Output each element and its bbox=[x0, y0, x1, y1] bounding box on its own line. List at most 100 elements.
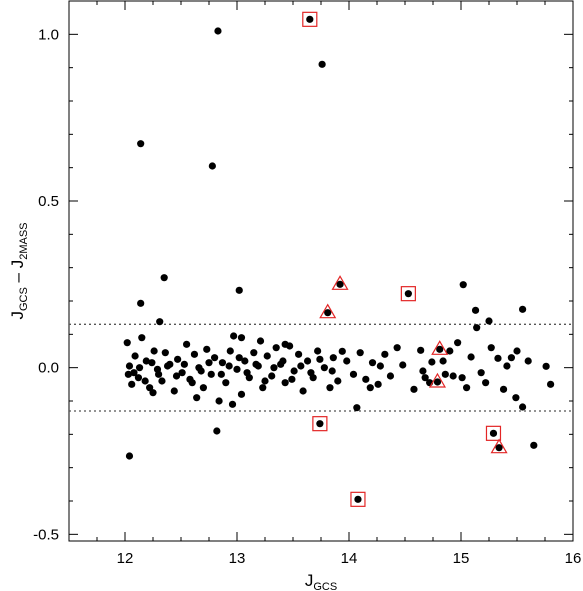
data-point bbox=[495, 444, 503, 452]
data-point bbox=[218, 359, 227, 367]
data-point bbox=[183, 340, 191, 348]
square-marker bbox=[485, 425, 502, 441]
data-point bbox=[203, 345, 211, 353]
data-point bbox=[188, 379, 196, 387]
data-point bbox=[356, 349, 364, 357]
square-marker bbox=[312, 416, 328, 432]
data-point bbox=[307, 369, 315, 377]
data-point bbox=[174, 355, 182, 363]
data-point bbox=[487, 344, 495, 352]
data-point bbox=[338, 347, 346, 355]
data-point bbox=[259, 384, 267, 392]
data-point bbox=[149, 389, 157, 397]
data-point bbox=[241, 357, 249, 365]
data-point bbox=[130, 369, 138, 377]
data-point bbox=[170, 387, 178, 395]
data-point bbox=[306, 15, 314, 23]
x-tick-label: 16 bbox=[565, 550, 582, 567]
data-point bbox=[489, 429, 498, 437]
y-tick-label: 0.0 bbox=[38, 360, 59, 377]
data-point bbox=[230, 332, 238, 340]
data-point bbox=[290, 367, 298, 375]
y-label-text: J bbox=[8, 311, 27, 320]
data-point bbox=[454, 339, 462, 347]
data-point bbox=[197, 367, 205, 375]
data-point bbox=[381, 350, 389, 358]
data-point bbox=[156, 318, 164, 326]
data-point bbox=[477, 369, 485, 377]
data-point bbox=[256, 337, 265, 345]
data-point bbox=[393, 344, 401, 352]
data-point bbox=[482, 379, 490, 387]
data-point bbox=[399, 361, 407, 369]
data-point bbox=[316, 355, 324, 363]
data-point bbox=[148, 359, 156, 367]
data-point bbox=[376, 362, 384, 370]
data-point bbox=[261, 377, 269, 385]
data-point bbox=[362, 375, 370, 383]
data-point bbox=[215, 397, 223, 405]
x-tick-label: 12 bbox=[117, 550, 134, 567]
data-point bbox=[150, 347, 158, 355]
data-point bbox=[235, 286, 243, 294]
data-point bbox=[316, 420, 324, 428]
data-point bbox=[125, 452, 134, 460]
data-point bbox=[178, 369, 186, 377]
data-point bbox=[386, 372, 395, 380]
data-point bbox=[299, 387, 307, 395]
data-point bbox=[471, 306, 480, 314]
data-point bbox=[295, 350, 303, 358]
data-point bbox=[374, 380, 382, 388]
plot-frame bbox=[68, 0, 574, 542]
triangle-marker bbox=[490, 438, 508, 454]
data-point bbox=[288, 375, 296, 383]
data-point bbox=[494, 354, 502, 362]
x-tick-label: 13 bbox=[229, 550, 246, 567]
data-point bbox=[123, 339, 131, 347]
data-point bbox=[128, 380, 136, 388]
data-point bbox=[410, 385, 418, 393]
data-point bbox=[161, 349, 169, 357]
data-point bbox=[142, 357, 150, 365]
square-marker bbox=[302, 11, 318, 27]
triangle-marker bbox=[319, 303, 337, 319]
data-point bbox=[263, 352, 271, 360]
data-point bbox=[318, 60, 326, 68]
data-point bbox=[211, 354, 219, 362]
y-label-text: – J bbox=[8, 260, 27, 287]
data-point bbox=[419, 367, 427, 375]
data-point bbox=[485, 317, 493, 325]
data-point bbox=[272, 344, 280, 352]
triangle-marker bbox=[428, 372, 447, 388]
data-point bbox=[243, 369, 251, 377]
data-point bbox=[547, 380, 555, 388]
data-point bbox=[235, 354, 243, 362]
data-point bbox=[503, 362, 511, 370]
x-tick-label: 14 bbox=[341, 550, 358, 567]
y-label-subscript: GCS bbox=[18, 287, 30, 311]
square-marker bbox=[400, 286, 416, 302]
y-tick-label: 0.5 bbox=[38, 193, 59, 210]
data-point bbox=[270, 364, 278, 372]
data-point bbox=[217, 370, 225, 378]
data-point bbox=[459, 281, 467, 289]
data-point bbox=[436, 345, 444, 353]
data-point bbox=[343, 357, 351, 365]
data-point bbox=[237, 390, 246, 398]
data-point bbox=[160, 274, 168, 282]
triangle-marker bbox=[331, 275, 349, 290]
data-point bbox=[441, 370, 449, 378]
highlight-markers bbox=[302, 11, 508, 507]
data-point bbox=[404, 290, 412, 298]
data-point bbox=[141, 377, 149, 385]
data-points bbox=[123, 15, 555, 503]
data-point bbox=[458, 374, 466, 382]
data-point bbox=[314, 347, 322, 355]
data-point bbox=[433, 378, 442, 386]
data-point bbox=[252, 360, 260, 368]
data-point bbox=[499, 385, 508, 393]
data-point bbox=[135, 364, 144, 372]
data-point bbox=[213, 427, 221, 435]
data-point bbox=[193, 394, 201, 402]
data-point bbox=[155, 370, 163, 378]
